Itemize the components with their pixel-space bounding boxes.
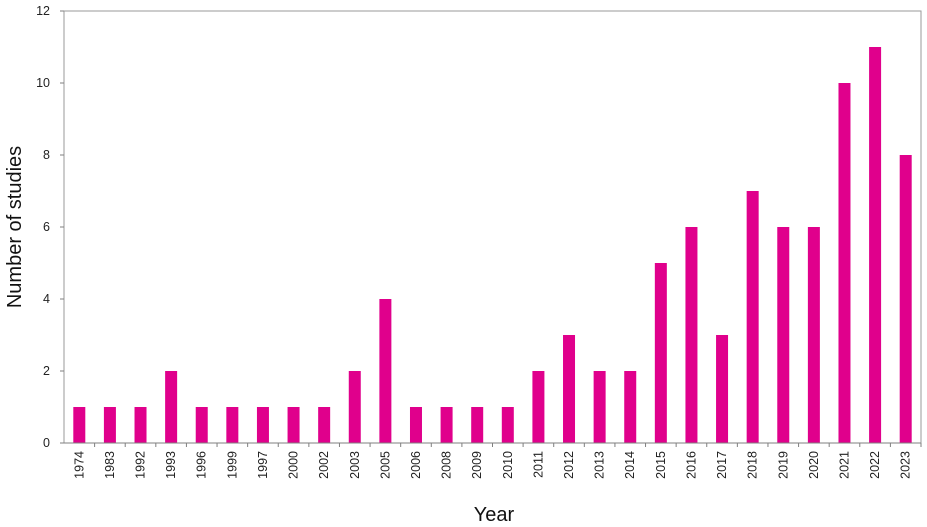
x-tick-label: 1993 — [164, 451, 178, 479]
bar-1996 — [195, 407, 208, 443]
plot-area — [63, 10, 922, 444]
bar-1997 — [256, 407, 269, 443]
x-axis-ticks: 1974 1983 1992 1993 1996 1999 1997 2000 2002 2003… — [72, 443, 922, 479]
x-tick-label: 2021 — [837, 451, 851, 479]
bar-2017 — [716, 335, 729, 443]
x-tick-label: 2015 — [654, 451, 668, 479]
y-tick-label: 12 — [36, 4, 50, 18]
x-tick-label: 1974 — [72, 451, 86, 479]
bar-2009 — [471, 407, 484, 443]
x-tick-label: 2000 — [287, 451, 301, 479]
x-tick-label: 2013 — [593, 451, 607, 479]
x-tick-label: 2012 — [562, 451, 576, 479]
x-axis-title: Year — [474, 504, 515, 526]
bar-2012 — [563, 335, 576, 443]
bar-2020 — [807, 227, 820, 443]
y-axis-title: Number of studies — [4, 146, 26, 308]
y-tick-label: 10 — [36, 76, 50, 90]
x-tick-label: 2011 — [531, 451, 545, 478]
x-tick-label: 2014 — [623, 451, 637, 479]
x-tick-label: 1997 — [256, 451, 270, 479]
bar-2021 — [838, 83, 851, 443]
x-tick-label: 2019 — [776, 451, 790, 479]
x-tick-label: 2016 — [684, 451, 698, 479]
bar-2000 — [287, 407, 300, 443]
y-tick-label: 4 — [43, 292, 50, 306]
x-tick-label: 1996 — [195, 451, 209, 479]
x-tick-label: 2005 — [378, 451, 392, 479]
y-tick-label: 2 — [43, 364, 50, 378]
bar-2006 — [409, 407, 422, 443]
x-tick-label: 2008 — [440, 451, 454, 479]
bar-2010 — [501, 407, 514, 443]
x-tick-label: 1983 — [103, 451, 117, 479]
y-tick-label: 8 — [43, 148, 50, 162]
x-tick-label: 2009 — [470, 451, 484, 479]
bar-1993 — [165, 371, 178, 443]
bar-2019 — [777, 227, 790, 443]
bar-2022 — [869, 47, 882, 443]
bar-1999 — [226, 407, 239, 443]
x-tick-label: 2006 — [409, 451, 423, 479]
bar-2016 — [685, 227, 698, 443]
bar-2005 — [379, 299, 392, 443]
x-tick-label: 2020 — [807, 451, 821, 479]
bar-2008 — [440, 407, 453, 443]
bar-2003 — [348, 371, 361, 443]
bar-2023 — [899, 155, 912, 443]
bar-1983 — [103, 407, 116, 443]
bar-2011 — [532, 371, 545, 443]
x-tick-label: 2010 — [501, 451, 515, 479]
x-tick-label: 2017 — [715, 451, 729, 479]
x-tick-label: 1999 — [225, 451, 239, 479]
bar-1974 — [73, 407, 86, 443]
x-tick-label: 2002 — [317, 451, 331, 479]
bar-2002 — [318, 407, 331, 443]
bar-2013 — [593, 371, 606, 443]
x-tick-label: 2003 — [348, 451, 362, 479]
bar-1992 — [134, 407, 147, 443]
bar-2015 — [654, 263, 667, 443]
bar-2014 — [624, 371, 637, 443]
y-tick-label: 0 — [43, 436, 50, 450]
y-axis-ticks: 0 2 4 6 8 10 12 — [36, 4, 64, 450]
bar-2018 — [746, 191, 759, 443]
x-tick-label: 1992 — [134, 451, 148, 479]
x-tick-label: 2023 — [899, 451, 913, 479]
x-tick-label: 2022 — [868, 451, 882, 479]
y-tick-label: 6 — [43, 220, 50, 234]
x-tick-label: 2018 — [746, 451, 760, 479]
bars — [73, 47, 912, 443]
